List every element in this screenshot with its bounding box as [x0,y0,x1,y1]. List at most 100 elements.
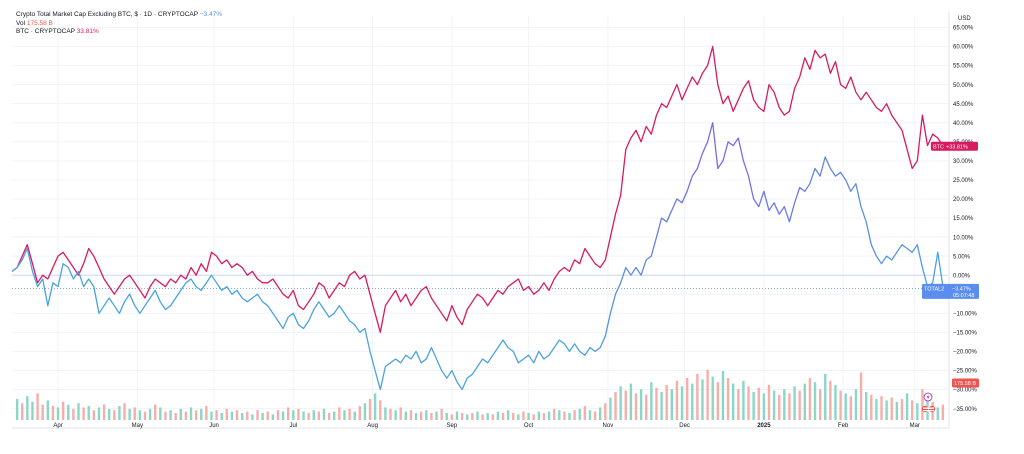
volume-bar [414,413,418,420]
volume-bar [174,413,177,420]
volume-bar [854,389,858,420]
x-tick-label: May [132,423,143,429]
volume-bar [251,414,254,420]
volume-bar [834,385,837,420]
volume-bar [742,380,745,420]
volume-bar [476,411,479,420]
volume-bar [194,410,198,420]
volume-bar [808,378,812,420]
lightning-glyph-icon [926,394,930,400]
volume-bar [542,413,546,420]
volume-bar [148,408,152,420]
y-tick-label: −30.00% [953,388,978,394]
y-tick-label: 25.00% [953,178,974,184]
volume-bar [655,387,658,420]
volume-bar [409,410,413,420]
volume-bar [880,396,883,420]
volume-bar [123,403,126,420]
volume-bar [737,389,740,420]
volume-bar [72,408,75,420]
volume-bar [471,413,474,420]
volume-bar [824,373,827,420]
volume-bar [154,404,157,420]
y-tick-label: 55.00% [953,64,974,70]
y-tick-label: −15.00% [953,331,978,337]
total2-series-line [11,122,948,391]
volume-bar [46,400,50,420]
y-tick-label: 60.00% [953,45,974,51]
volume-bar [460,413,464,420]
volume-bar [619,386,622,420]
volume-bar [322,408,326,420]
legend-btc-label: BTC · CRYPTOCAP [16,28,75,36]
y-tick-label: 5.00% [953,254,971,260]
volume-bar [706,369,709,420]
volume-bar [450,414,454,420]
volume-bar [829,380,832,420]
y-tick-label: 0.00% [953,273,971,279]
volume-bar [624,390,627,420]
volume-bar [138,410,142,420]
flag-icon [921,405,929,413]
legend-title: Crypto Total Market Cap Excluding BTC [16,11,131,18]
volume-bar [798,390,801,420]
volume-bar [338,407,341,420]
price-axis-unit: USD [958,16,971,22]
x-tick-label: Dec [679,423,690,429]
volume-bar [373,393,377,420]
volume-bar [215,410,218,420]
volume-bar [629,383,633,420]
volume-bar [327,413,331,420]
btc-badge [931,141,978,151]
volume-bar [558,410,561,420]
volume-bar [466,414,469,420]
volume-bar [639,389,643,420]
volume-bar [793,386,796,420]
volume-bar [15,399,19,420]
volume-bar [752,392,755,420]
volume-bar [680,386,684,420]
legend-btc-row[interactable]: BTC · CRYPTOCAP 33.81% [16,28,222,37]
y-tick-label: 30.00% [953,159,974,165]
volume-bar [297,408,300,420]
volume-bar [875,399,878,420]
volume-bar [614,392,617,420]
legend-vol-row[interactable]: Vol 175.58 B [16,20,222,29]
volume-bar [358,406,362,420]
volume-bar [26,396,29,420]
volume-bar [56,407,60,420]
volume-bar [711,376,714,420]
volume-bar [905,393,909,420]
volume-bar [425,410,428,420]
volume-bar [143,411,147,420]
volume-bar [788,393,791,420]
volume-bar [113,410,116,420]
total2-badge-symbol: TOTAL2 [924,286,944,292]
legend-symbol: CRYPTOCAP [157,11,198,18]
volume-bar [31,401,34,420]
volume-bar [675,380,679,420]
x-tick-label: 2025 [757,423,771,429]
volume-bar [634,393,638,420]
volume-bar [21,403,24,420]
x-tick-label: Nov [603,423,614,429]
x-tick-label: Sep [447,423,458,429]
x-tick-label: Apr [53,423,62,429]
volume-bar [650,382,653,420]
volume-bar [936,407,939,420]
volume-bar [77,403,80,420]
btc-badge-symbol: BTC [933,145,944,151]
volume-bar [51,406,55,420]
volume-bar [261,413,264,420]
volume-bar [286,407,290,420]
volume-bar [348,408,351,420]
volume-bar [496,411,500,420]
volume-bar [210,411,213,420]
y-tick-label: 45.00% [953,102,974,108]
volume-bar [92,410,96,420]
volume-bar [317,411,321,420]
legend-title-row[interactable]: Crypto Total Market Cap Excluding BTC, $… [16,11,223,18]
volume-bar [368,399,372,420]
